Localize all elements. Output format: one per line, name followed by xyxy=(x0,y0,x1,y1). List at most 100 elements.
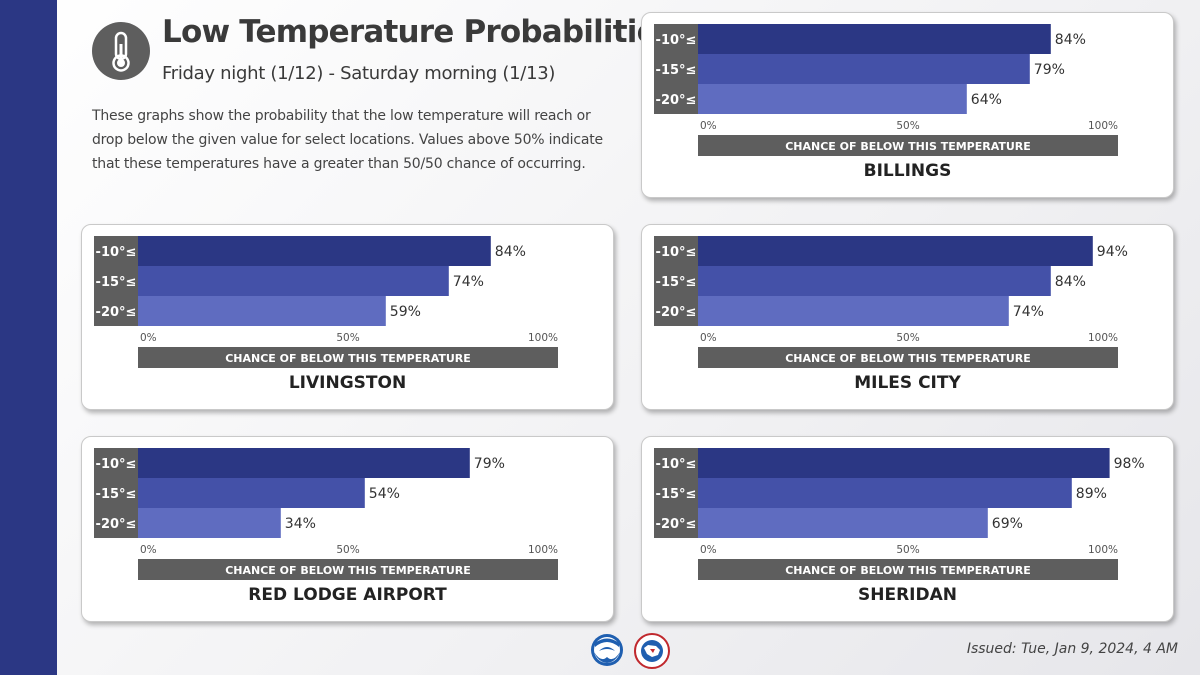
category-label: -15°≤ xyxy=(656,275,697,290)
bar-chart-red-lodge-airport: -10°≤ 79% -15°≤ 54% -20°≤ 34% 0% 50% 100% CHANCE … xyxy=(94,448,558,580)
x-axis-label-band xyxy=(698,135,1118,156)
row-label-bg xyxy=(94,448,138,478)
category-label: -20°≤ xyxy=(656,93,697,108)
bar xyxy=(138,508,281,538)
row-label-bg xyxy=(94,236,138,266)
x-axis-label: CHANCE OF BELOW THIS TEMPERATURE xyxy=(785,564,1031,577)
x-tick-label: 50% xyxy=(896,120,919,132)
x-axis-label-band xyxy=(138,347,558,368)
data-label: 89% xyxy=(1076,486,1107,502)
x-axis-label: CHANCE OF BELOW THIS TEMPERATURE xyxy=(225,352,471,365)
description-text: These graphs show the probability that t… xyxy=(92,108,603,172)
bar xyxy=(698,478,1072,508)
chart-card-billings: -10°≤ 84% -15°≤ 79% -20°≤ 64% 0% 50% 100% CHANCE … xyxy=(641,12,1174,198)
row-label-bg xyxy=(94,478,138,508)
category-label: -20°≤ xyxy=(656,517,697,532)
chart-card-livingston: -10°≤ 84% -15°≤ 74% -20°≤ 59% 0% 50% 100% CHANCE … xyxy=(81,224,614,410)
data-label: 54% xyxy=(369,486,400,502)
data-label: 34% xyxy=(285,516,316,532)
bar xyxy=(698,448,1110,478)
bar xyxy=(138,478,365,508)
data-label: 79% xyxy=(474,456,505,472)
nws-logo xyxy=(634,633,670,673)
x-tick-label: 0% xyxy=(700,544,717,556)
x-tick-label: 100% xyxy=(1088,120,1118,132)
row-label-bg xyxy=(654,24,698,54)
x-axis-label-band xyxy=(698,347,1118,368)
x-tick-label: 0% xyxy=(140,332,157,344)
chart-title: MILES CITY xyxy=(854,373,961,393)
x-tick-label: 100% xyxy=(1088,544,1118,556)
category-label: -10°≤ xyxy=(656,457,697,472)
bar xyxy=(698,54,1030,84)
row-label-bg xyxy=(654,236,698,266)
data-label: 84% xyxy=(1055,274,1086,290)
chart-title: BILLINGS xyxy=(863,161,952,181)
x-tick-label: 0% xyxy=(700,120,717,132)
bar xyxy=(698,84,967,114)
bar xyxy=(698,266,1051,296)
category-label: -15°≤ xyxy=(656,63,697,78)
issued-timestamp: Issued: Tue, Jan 9, 2024, 4 AM xyxy=(966,641,1178,657)
data-label: 69% xyxy=(992,516,1023,532)
chart-card-miles-city: -10°≤ 94% -15°≤ 84% -20°≤ 74% 0% 50% 100% CHANCE … xyxy=(641,224,1174,410)
data-label: 74% xyxy=(1013,304,1044,320)
row-label-bg xyxy=(654,448,698,478)
row-label-bg xyxy=(654,54,698,84)
data-label: 59% xyxy=(390,304,421,320)
bar xyxy=(138,266,449,296)
data-label: 74% xyxy=(453,274,484,290)
category-label: -20°≤ xyxy=(96,305,137,320)
category-label: -15°≤ xyxy=(96,487,137,502)
data-label: 79% xyxy=(1034,62,1065,78)
category-label: -10°≤ xyxy=(96,457,137,472)
bar xyxy=(138,296,386,326)
row-label-bg xyxy=(94,508,138,538)
page-title: Low Temperature Probabilities xyxy=(162,14,675,50)
bar xyxy=(698,296,1009,326)
x-tick-label: 50% xyxy=(896,332,919,344)
category-label: -20°≤ xyxy=(96,517,137,532)
bar xyxy=(698,24,1051,54)
category-label: -15°≤ xyxy=(96,275,137,290)
x-tick-label: 100% xyxy=(1088,332,1118,344)
row-label-bg xyxy=(654,508,698,538)
noaa-logo xyxy=(590,633,624,671)
bar-chart-sheridan: -10°≤ 98% -15°≤ 89% -20°≤ 69% 0% 50% 100% CHANCE … xyxy=(654,448,1145,580)
x-axis-label-band xyxy=(138,559,558,580)
x-axis-label-band xyxy=(698,559,1118,580)
category-label: -10°≤ xyxy=(96,245,137,260)
chart-title: SHERIDAN xyxy=(858,585,957,605)
row-label-bg xyxy=(654,296,698,326)
category-label: -20°≤ xyxy=(656,305,697,320)
x-axis-label: CHANCE OF BELOW THIS TEMPERATURE xyxy=(785,352,1031,365)
page-subtitle: Friday night (1/12) - Saturday morning (… xyxy=(162,63,556,84)
x-tick-label: 100% xyxy=(528,544,558,556)
chart-card-red-lodge-airport: -10°≤ 79% -15°≤ 54% -20°≤ 34% 0% 50% 100% CHANCE … xyxy=(81,436,614,622)
row-label-bg xyxy=(94,266,138,296)
chart-title: RED LODGE AIRPORT xyxy=(248,585,447,605)
data-label: 94% xyxy=(1097,244,1128,260)
x-tick-label: 50% xyxy=(896,544,919,556)
data-label: 64% xyxy=(971,92,1002,108)
x-tick-label: 50% xyxy=(336,544,359,556)
row-label-bg xyxy=(654,478,698,508)
bar xyxy=(138,236,491,266)
data-label: 84% xyxy=(1055,32,1086,48)
row-label-bg xyxy=(94,296,138,326)
bar-chart-miles-city: -10°≤ 94% -15°≤ 84% -20°≤ 74% 0% 50% 100% CHANCE … xyxy=(654,236,1128,368)
category-label: -15°≤ xyxy=(656,487,697,502)
bar xyxy=(698,236,1093,266)
data-label: 98% xyxy=(1114,456,1145,472)
category-label: -10°≤ xyxy=(656,33,697,48)
category-label: -10°≤ xyxy=(656,245,697,260)
sidebar-band xyxy=(0,0,57,675)
bar xyxy=(138,448,470,478)
bar-chart-billings: -10°≤ 84% -15°≤ 79% -20°≤ 64% 0% 50% 100% CHANCE … xyxy=(654,24,1118,156)
chart-card-sheridan: -10°≤ 98% -15°≤ 89% -20°≤ 69% 0% 50% 100% CHANCE … xyxy=(641,436,1174,622)
chart-title: LIVINGSTON xyxy=(288,373,407,393)
row-label-bg xyxy=(654,266,698,296)
x-tick-label: 100% xyxy=(528,332,558,344)
row-label-bg xyxy=(654,84,698,114)
bar-chart-livingston: -10°≤ 84% -15°≤ 74% -20°≤ 59% 0% 50% 100% CHANCE … xyxy=(94,236,558,368)
